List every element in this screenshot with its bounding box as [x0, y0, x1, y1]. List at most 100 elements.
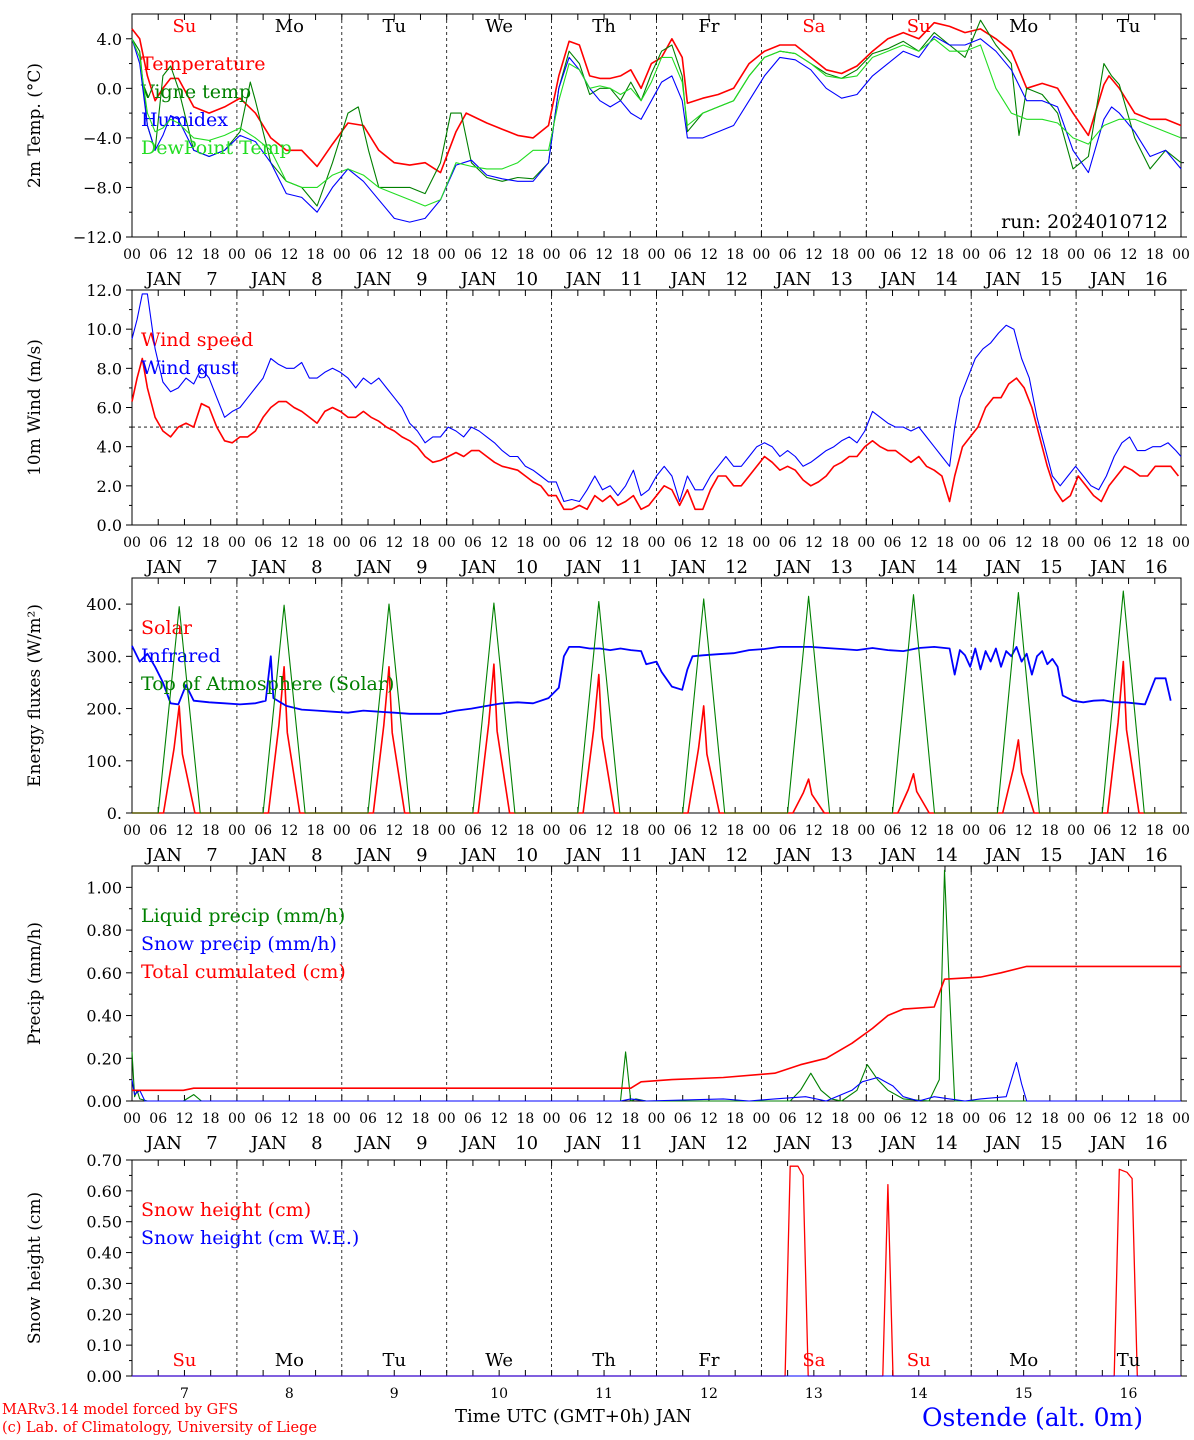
wind-hour-tick-label: 18	[726, 535, 744, 551]
precip-date-label: 14	[935, 1133, 958, 1154]
precip-hour-tick-label: 18	[1146, 1111, 1164, 1127]
temp-date-label: 15	[1040, 269, 1063, 290]
precip-legend-entry: Liquid precip (mm/h)	[141, 905, 345, 927]
temp-date-label: 14	[935, 269, 958, 290]
day-number-label: 13	[805, 1386, 823, 1402]
snow-y-tick-label: 0.40	[86, 1244, 122, 1263]
temp-hour-tick-label: 18	[1146, 247, 1164, 263]
energy-date-label: 16	[1145, 845, 1168, 866]
energy-y-tick-label: 100.	[86, 752, 122, 771]
wind-hour-tick-label: 06	[779, 535, 797, 551]
precip-hour-tick-label: 18	[936, 1111, 954, 1127]
energy-hour-tick-label: 06	[674, 823, 692, 839]
precip-hour-tick-label: 12	[595, 1111, 613, 1127]
temp-hour-tick-label: 12	[1015, 247, 1033, 263]
energy-hour-tick-label: 06	[779, 823, 797, 839]
temp-hour-tick-label: 06	[674, 247, 692, 263]
run-label: run: 2024010712	[1001, 211, 1168, 233]
wind-hour-tick-label: 12	[280, 535, 298, 551]
energy-hour-tick-label: 12	[595, 823, 613, 839]
precip-hour-tick-label: 18	[412, 1111, 430, 1127]
energy-hour-tick-label: 00	[857, 823, 875, 839]
temp-date-label: 13	[830, 269, 853, 290]
wind-y-tick-label: 12.0	[86, 281, 122, 300]
precip-month-label: JAN	[459, 1133, 497, 1154]
day-number-label: 12	[700, 1386, 718, 1402]
energy-hour-tick-label: 18	[831, 823, 849, 839]
energy-hour-tick-label: 00	[123, 823, 141, 839]
precip-date-label: 9	[416, 1133, 427, 1154]
wind-series-line	[131, 293, 1182, 503]
energy-month-label: JAN	[878, 845, 916, 866]
precip-hour-tick-label: 00	[333, 1111, 351, 1127]
precip-hour-tick-label: 12	[1015, 1111, 1033, 1127]
temp-hour-tick-label: 18	[726, 247, 744, 263]
precip-hour-tick-label: 00	[438, 1111, 456, 1127]
precip-hour-tick-label: 00	[1067, 1111, 1085, 1127]
weekday-label-top: Su	[172, 16, 196, 37]
wind-hour-tick-label: 18	[1041, 535, 1059, 551]
wind-y-tick-label: 6.0	[97, 399, 122, 418]
energy-month-label: JAN	[459, 845, 497, 866]
energy-hour-tick-label: 00	[1067, 823, 1085, 839]
temp-month-label: JAN	[249, 269, 287, 290]
temp-date-label: 12	[725, 269, 748, 290]
wind-hour-tick-label: 00	[752, 535, 770, 551]
wind-legend-entry: Wind gust	[141, 357, 239, 379]
energy-hour-tick-label: 18	[516, 823, 534, 839]
temp-date-label: 7	[206, 269, 217, 290]
energy-y-tick-label: 300.	[86, 647, 122, 666]
weekday-label-top: Mo	[275, 16, 304, 37]
precip-hour-tick-label: 06	[254, 1111, 272, 1127]
weekday-label-bottom: Tu	[382, 1350, 406, 1371]
energy-hour-tick-label: 18	[202, 823, 220, 839]
energy-hour-tick-label: 00	[543, 823, 561, 839]
energy-hour-tick-label: 18	[307, 823, 325, 839]
wind-month-label: JAN	[983, 557, 1021, 578]
wind-hour-tick-label: 00	[648, 535, 666, 551]
model-credit: MARv3.14 model forced by GFS	[2, 1402, 239, 1418]
temp-date-label: 9	[416, 269, 427, 290]
temp-series-line	[131, 35, 1182, 223]
temp-date-label: 16	[1145, 269, 1168, 290]
precip-hour-tick-label: 12	[385, 1111, 403, 1127]
wind-y-tick-label: 0.0	[97, 516, 122, 535]
wind-y-tick-label: 4.0	[97, 438, 122, 457]
precip-month-label: JAN	[773, 1133, 811, 1154]
temp-month-label: JAN	[144, 269, 182, 290]
precip-hour-tick-label: 00	[1172, 1111, 1190, 1127]
wind-month-label: JAN	[354, 557, 392, 578]
temp-hour-tick-label: 06	[884, 247, 902, 263]
wind-month-label: JAN	[249, 557, 287, 578]
weekday-label-bottom: Fr	[698, 1350, 719, 1371]
wind-hour-tick-label: 18	[202, 535, 220, 551]
energy-date-label: 11	[620, 845, 643, 866]
energy-y-axis-title: Energy fluxes (W/m²)	[25, 604, 45, 787]
energy-month-label: JAN	[669, 845, 707, 866]
energy-hour-tick-label: 12	[805, 823, 823, 839]
wind-hour-tick-label: 18	[621, 535, 639, 551]
wind-hour-tick-label: 00	[1067, 535, 1085, 551]
wind-month-label: JAN	[1088, 557, 1126, 578]
wind-hour-tick-label: 12	[1120, 535, 1138, 551]
precip-hour-tick-label: 12	[1120, 1111, 1138, 1127]
temp-hour-tick-label: 00	[648, 247, 666, 263]
snow-y-tick-label: 0.60	[86, 1182, 122, 1201]
precip-legend-entry: Total cumulated (cm)	[141, 961, 346, 983]
wind-hour-tick-label: 18	[516, 535, 534, 551]
temp-series-line	[131, 38, 1182, 207]
precip-hour-tick-label: 18	[307, 1111, 325, 1127]
station-name: Ostende (alt. 0m)	[922, 1403, 1143, 1432]
precip-hour-tick-label: 18	[1041, 1111, 1059, 1127]
day-number-label: 8	[285, 1386, 294, 1402]
precip-hour-tick-label: 18	[516, 1111, 534, 1127]
wind-date-label: 14	[935, 557, 958, 578]
weekday-label-bottom: Th	[592, 1350, 616, 1371]
wind-date-label: 10	[515, 557, 538, 578]
weekday-label-top: Th	[592, 16, 616, 37]
precip-hour-tick-label: 00	[752, 1111, 770, 1127]
precip-y-tick-label: 0.60	[86, 964, 122, 983]
temp-hour-tick-label: 12	[490, 247, 508, 263]
temp-hour-tick-label: 12	[385, 247, 403, 263]
